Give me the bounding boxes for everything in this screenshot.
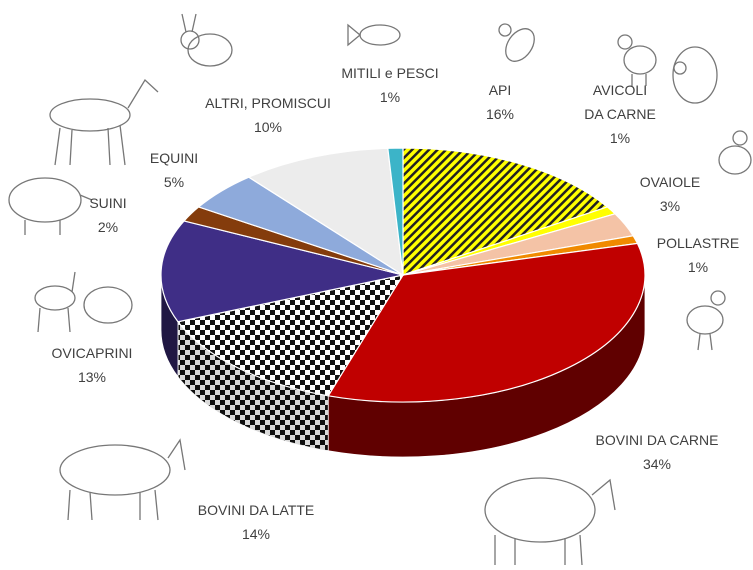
- slice: [327, 242, 646, 403]
- animal-sketches: [8, 13, 752, 566]
- slice-side-shade: [177, 321, 329, 451]
- category-label: API: [488, 82, 512, 98]
- category-label: POLLASTRE: [656, 235, 740, 251]
- category-label: SUINI: [89, 195, 127, 211]
- category-label: BOVINI DA CARNE: [595, 432, 719, 448]
- slice: [160, 220, 404, 323]
- value-label: 14%: [241, 526, 271, 542]
- value-label: 3%: [659, 198, 681, 214]
- value-label: 5%: [163, 174, 185, 190]
- slice: [387, 147, 404, 276]
- category-label: EQUINI: [149, 150, 199, 166]
- value-label: 13%: [77, 369, 107, 385]
- category-label: ALTRI, PROMISCUI: [205, 95, 331, 111]
- value-label: 10%: [253, 119, 283, 135]
- slice: [247, 147, 404, 277]
- value-label: 1%: [379, 89, 401, 105]
- value-label: 1%: [687, 259, 709, 275]
- category-label: OVICAPRINI: [51, 345, 133, 361]
- value-label: 34%: [642, 456, 672, 472]
- value-label: 16%: [485, 106, 515, 122]
- slice: [176, 274, 405, 397]
- value-label: 1%: [609, 130, 631, 146]
- slice: [402, 147, 609, 276]
- category-label: OVAIOLE: [639, 174, 701, 190]
- value-label: 2%: [97, 219, 119, 235]
- category-label: MITILI e PESCI: [341, 65, 439, 81]
- category-label: AVICOLI DA CARNE: [584, 82, 656, 122]
- category-label: BOVINI DA LATTE: [197, 502, 315, 518]
